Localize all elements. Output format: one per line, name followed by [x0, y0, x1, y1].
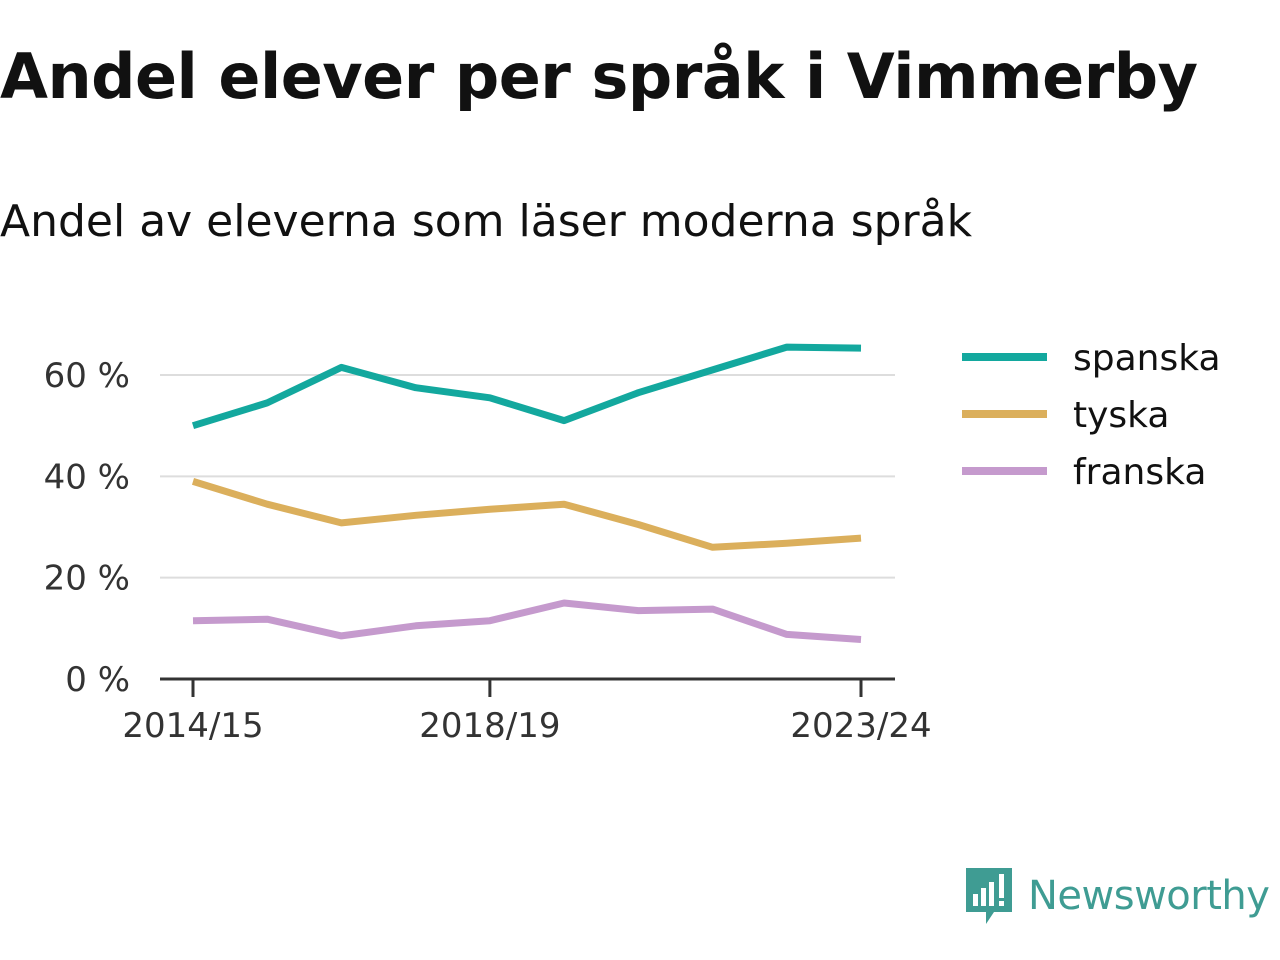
y-tick-label: 40 % — [44, 457, 130, 497]
x-tick-label: 2018/19 — [419, 706, 560, 746]
brand-logo: Newsworthy — [964, 864, 1270, 928]
x-tick-label: 2023/24 — [790, 706, 931, 746]
axes: 0 % 20 % 40 % 60 % 2014/15 2018/19 2023/24 — [44, 356, 932, 746]
y-tick-label: 0 % — [65, 660, 130, 700]
chart-title: Andel elever per språk i Vimmerby — [0, 40, 1198, 113]
series-line-spanska — [191, 343, 862, 430]
grid-lines — [160, 374, 895, 579]
series-line-franska — [192, 599, 862, 643]
legend-label-franska: franska — [1073, 452, 1206, 493]
legend-label-spanska: spanska — [1073, 338, 1221, 379]
y-tick-label: 20 % — [44, 559, 130, 599]
x-tick-label: 2014/15 — [122, 706, 263, 746]
series-lines — [191, 343, 862, 643]
legend-label-tyska: tyska — [1073, 395, 1169, 436]
legend: spanska tyska franska — [962, 338, 1221, 493]
newsworthy-logo-icon — [966, 868, 1012, 924]
series-line-tyska — [191, 478, 862, 551]
y-tick-label: 60 % — [44, 356, 130, 396]
chart-subtitle: Andel av eleverna som läser moderna språ… — [0, 196, 973, 247]
brand-name: Newsworthy — [1028, 873, 1270, 919]
